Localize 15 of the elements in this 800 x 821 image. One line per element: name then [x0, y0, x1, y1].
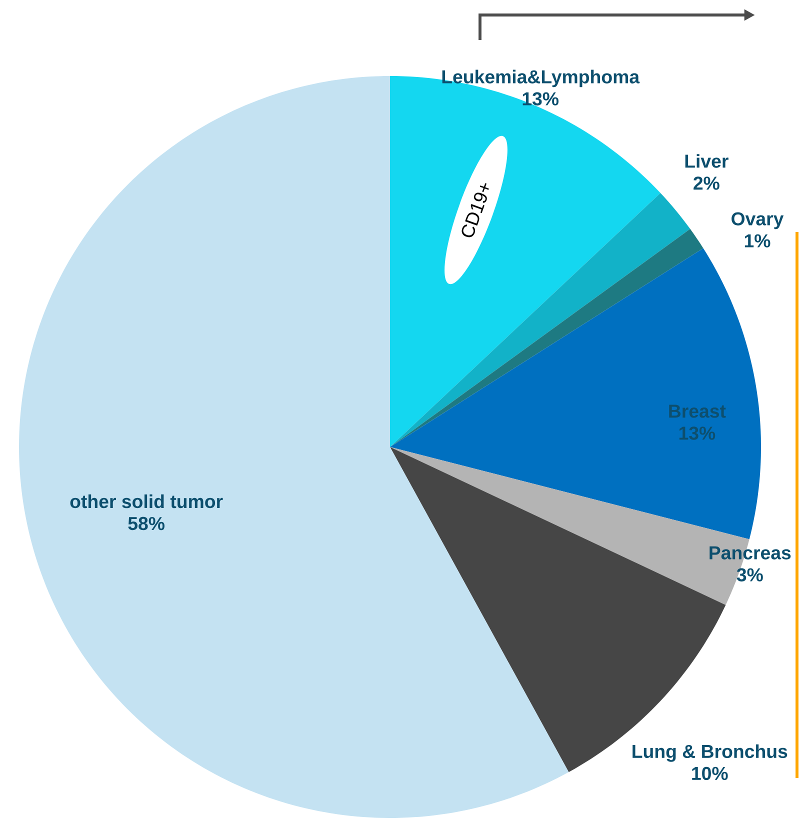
data-label: 58%	[128, 516, 164, 530]
slice-label: Liver	[685, 154, 728, 168]
data-label: 13%	[522, 92, 559, 106]
slice-label: Pancreas	[710, 546, 791, 560]
data-label: 10%	[692, 766, 728, 780]
data-label: 13%	[679, 426, 716, 440]
slice-label: Lung & Bronchus	[632, 744, 788, 762]
data-label: 2%	[694, 176, 720, 190]
slice-label: Leukemia&Lymphoma	[442, 70, 640, 88]
data-label: 1%	[744, 234, 770, 248]
text: CD19+	[462, 183, 489, 238]
slice-label: Breast	[669, 404, 726, 418]
data-label: 3%	[736, 568, 763, 582]
slice-label: Ovary	[732, 212, 784, 230]
slice-label: other solid tumor	[70, 494, 223, 508]
